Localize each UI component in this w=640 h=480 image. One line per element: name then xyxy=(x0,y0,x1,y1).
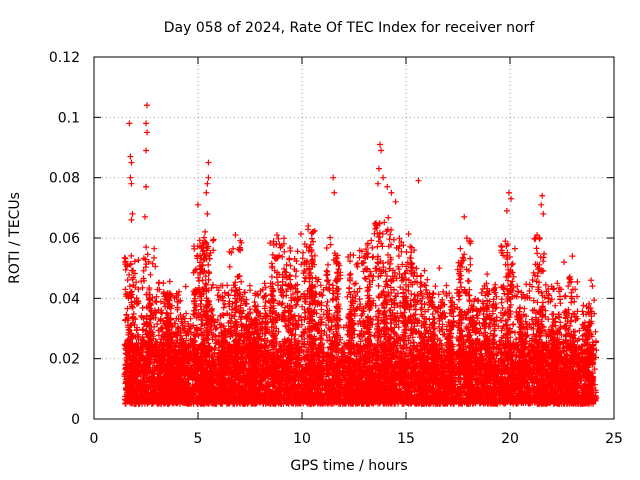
x-tick-label: 15 xyxy=(397,431,415,447)
roti-peak-point xyxy=(195,201,201,208)
y-tick-label: 0.06 xyxy=(49,231,80,247)
roti-peak-point xyxy=(203,189,210,196)
roti-peak-point xyxy=(436,265,443,272)
x-tick-label: 20 xyxy=(501,431,519,447)
roti-peak-point xyxy=(144,129,151,136)
y-tick-label: 0.1 xyxy=(58,110,80,126)
data-points xyxy=(121,102,600,407)
roti-peak-point xyxy=(569,253,576,260)
y-axis-label: ROTI / TECUs xyxy=(7,192,23,284)
roti-peak-point xyxy=(143,120,149,127)
grid-lines xyxy=(94,57,614,419)
roti-peak-point xyxy=(204,180,211,187)
roti-peak-point xyxy=(588,277,595,284)
x-axis-label: GPS time / hours xyxy=(290,458,407,474)
y-tick-label: 0.12 xyxy=(49,50,80,66)
y-tick-label: 0 xyxy=(71,412,80,428)
roti-peak-point xyxy=(128,159,135,166)
roti-peak-point xyxy=(128,180,135,187)
roti-peak-point xyxy=(377,141,383,148)
roti-peak-point xyxy=(205,174,212,181)
roti-peak-point xyxy=(204,210,211,217)
y-tick-label: 0.08 xyxy=(49,171,80,187)
roti-peak-point xyxy=(561,259,568,266)
roti-peak-point xyxy=(128,216,135,223)
chart-title: Day 058 of 2024, Rate Of TEC Index for r… xyxy=(164,20,536,36)
roti-peak-point xyxy=(540,210,547,217)
y-tick-label: 0.02 xyxy=(49,352,80,368)
x-tick-label: 10 xyxy=(293,431,311,447)
roti-peak-point xyxy=(143,183,149,190)
y-tick-label: 0.04 xyxy=(49,291,80,307)
roti-peak-point xyxy=(331,189,338,196)
axis-ticks xyxy=(93,56,615,420)
roti-peak-point xyxy=(274,231,281,238)
roti-peak-point xyxy=(388,189,395,196)
roti-peak-point xyxy=(205,159,212,166)
roti-peak-point xyxy=(461,213,468,220)
roti-peak-point xyxy=(505,189,512,196)
x-tick-label: 0 xyxy=(90,431,99,447)
x-tick-labels: 0 5 10 15 20 25 xyxy=(90,431,623,447)
roti-peak-point xyxy=(126,120,133,127)
roti-peak-point xyxy=(503,207,510,214)
roti-peak-point xyxy=(380,174,387,181)
x-tick-label: 25 xyxy=(605,431,623,447)
roti-peak-point xyxy=(143,147,149,154)
roti-peak-point xyxy=(415,177,422,184)
roti-point-cloud xyxy=(121,214,600,407)
roti-peak-point xyxy=(305,222,312,229)
roti-peak-point xyxy=(384,183,391,190)
roti-peak-point xyxy=(508,195,515,202)
roti-peak-point xyxy=(330,174,337,181)
roti-peak-point xyxy=(378,147,385,154)
roti-peak-point xyxy=(144,102,151,109)
roti-peak-point xyxy=(374,180,381,187)
roti-peak-point xyxy=(484,271,491,278)
roti-peak-point xyxy=(538,201,545,208)
roti-peak-point xyxy=(129,210,136,217)
roti-peak-point xyxy=(127,153,134,160)
roti-peak-point xyxy=(127,174,134,181)
roti-peak-point xyxy=(392,198,399,205)
roti-peak-point xyxy=(141,213,148,220)
roti-peak-point xyxy=(375,165,382,172)
y-tick-labels: 0 0.02 0.04 0.06 0.08 0.1 0.12 xyxy=(49,50,80,428)
roti-peak-point xyxy=(232,231,239,238)
roti-peak-point xyxy=(539,192,546,199)
x-tick-label: 5 xyxy=(194,431,203,447)
